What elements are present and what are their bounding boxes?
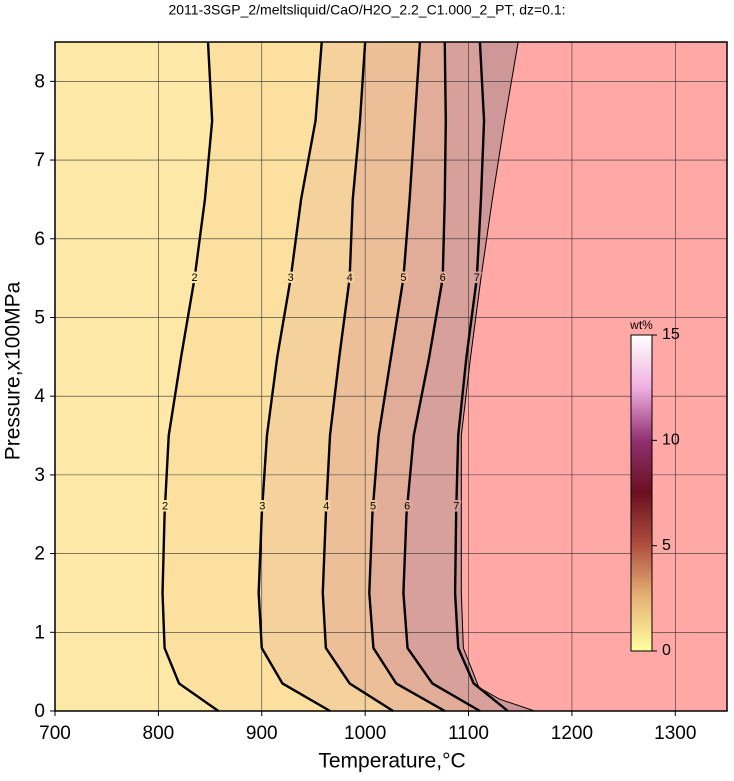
y-tick-label: 6 [34,229,45,250]
contour-line [321,41,394,713]
y-tick-label: 2 [34,544,45,565]
contour-label: 4 [323,500,329,512]
contour-label: 7 [453,500,459,512]
x-tick-label: 900 [246,723,278,744]
y-tick-label: 1 [34,622,45,643]
colorbar-tick-label: 10 [662,432,680,449]
contour-label: 2 [162,500,168,512]
colorbar-tick-label: 0 [662,642,671,659]
plot-frame [54,41,728,712]
chart-title: 2011-3SGP_2/meltsliquid/CaO/H2O_2.2_C1.0… [168,2,565,18]
x-tick-label: 700 [39,723,71,744]
colorbar-label: wt% [629,318,653,332]
y-tick-label: 4 [34,386,45,407]
contour-label: 6 [440,272,446,284]
contour-label: 6 [404,500,410,512]
y-tick-label: 0 [34,701,45,722]
contour-line [453,41,509,712]
x-tick-label: 1200 [551,723,593,744]
colorbar-tick-label: 5 [662,537,671,554]
x-axis-label: Temperature,°C [318,750,465,773]
contour-label: 3 [288,272,294,284]
y-tick-label: 5 [34,307,45,328]
colorbar-tick-label: 15 [662,326,680,343]
contour-fill [55,42,219,711]
contour-line [161,41,220,712]
contour-label: 7 [474,272,480,284]
contour-line [368,41,446,713]
contour-label: 5 [400,272,406,284]
x-tick-label: 1100 [448,723,489,744]
contour-label: 5 [370,500,376,512]
contour-label: 3 [259,500,265,512]
y-tick-label: 8 [34,71,45,92]
y-tick-label: 3 [34,465,45,486]
x-tick-label: 1300 [654,723,696,744]
contour-line [402,41,481,713]
x-tick-label: 800 [143,723,175,744]
contour-label: 4 [347,272,353,284]
y-axis-label: Pressure,x100MPa [2,281,25,460]
y-tick-label: 7 [34,150,45,171]
x-tick-label: 1000 [344,723,386,744]
contour-line [257,41,331,713]
contour-label: 2 [192,272,198,284]
colorbar [630,334,653,652]
